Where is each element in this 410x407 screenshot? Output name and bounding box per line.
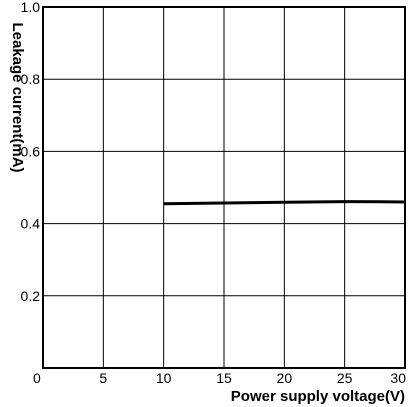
y-tick-label: 0.6 bbox=[21, 143, 41, 159]
x-tick-label: 30 bbox=[390, 370, 406, 386]
y-tick-labels: 0.2 0.4 0.6 0.8 1.0 bbox=[21, 0, 41, 304]
grid bbox=[43, 7, 405, 368]
x-axis-title: Power supply voltage(V) bbox=[231, 388, 405, 405]
plot-frame bbox=[42, 6, 406, 369]
y-axis-title: Leakage current(mA) bbox=[9, 22, 26, 172]
x-tick-label: 20 bbox=[277, 370, 293, 386]
x-tick-label: 10 bbox=[156, 370, 172, 386]
y-tick-label: 0.4 bbox=[21, 216, 41, 232]
y-tick-label: 0.2 bbox=[21, 288, 41, 304]
x-tick-label: 0 bbox=[33, 370, 41, 386]
x-tick-label: 5 bbox=[99, 370, 107, 386]
x-tick-label: 15 bbox=[216, 370, 232, 386]
series-line-0 bbox=[163, 200, 406, 206]
y-tick-label: 0.8 bbox=[21, 71, 41, 87]
x-tick-label: 25 bbox=[337, 370, 353, 386]
y-tick-label: 1.0 bbox=[21, 0, 41, 15]
series-layer bbox=[163, 200, 406, 206]
x-tick-labels: 0 5 10 15 20 25 30 bbox=[33, 370, 406, 386]
